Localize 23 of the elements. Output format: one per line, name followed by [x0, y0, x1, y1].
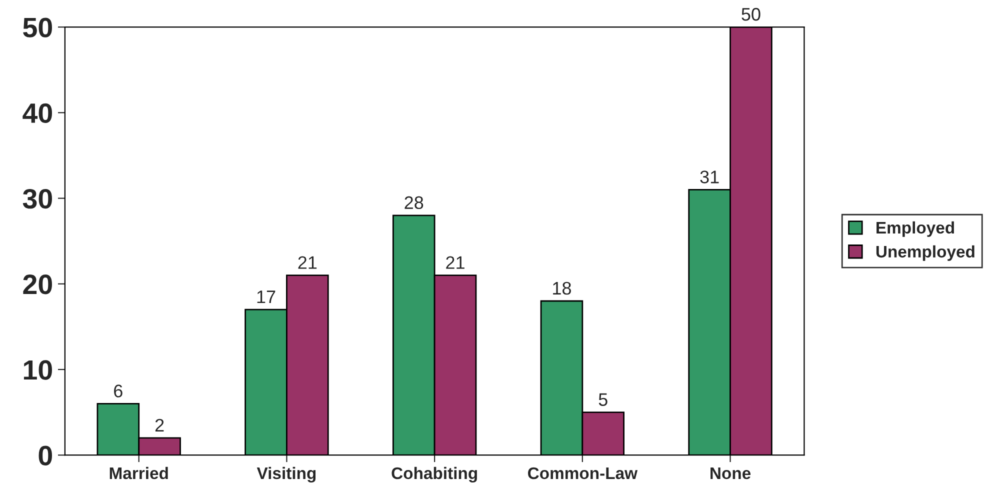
x-tick-label: Visiting [256, 466, 316, 483]
x-tick-label: None [710, 468, 751, 480]
legend-label: Unemployed [876, 245, 974, 261]
data-label: 31 [700, 170, 719, 184]
y-tick-label: 50 [23, 18, 52, 38]
data-label: 6 [114, 384, 122, 398]
data-label: 17 [257, 290, 276, 304]
y-tick-label: 40 [22, 103, 52, 124]
data-label: 21 [298, 256, 317, 269]
y-tick-label: 10 [24, 360, 52, 380]
data-label: 18 [553, 282, 571, 295]
legend-label: Employed [876, 221, 954, 237]
y-tick-label: 20 [23, 274, 52, 294]
y-tick-label: 0 [38, 446, 52, 466]
data-label: 21 [446, 256, 464, 269]
data-label: 5 [598, 393, 608, 406]
x-tick-label: Married [110, 466, 168, 480]
data-label: 2 [155, 418, 164, 432]
y-tick-label: 30 [22, 188, 52, 209]
x-tick-label: Cohabiting [392, 466, 477, 483]
data-label: 28 [404, 196, 424, 210]
x-tick-label: Common-Law [528, 467, 638, 480]
data-label: 50 [742, 8, 760, 21]
